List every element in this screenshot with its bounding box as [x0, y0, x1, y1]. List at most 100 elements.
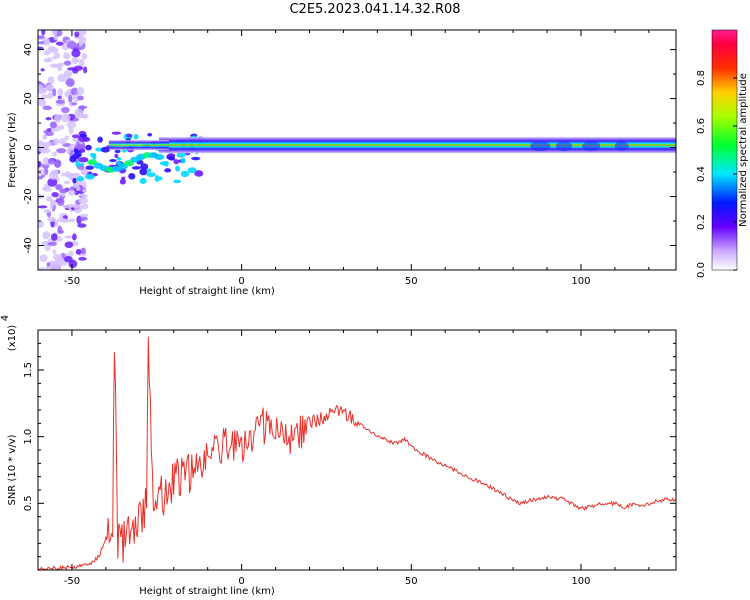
heatmap-cell — [582, 141, 601, 152]
heatmap-cell — [46, 262, 51, 267]
heatmap-cell — [52, 151, 57, 157]
heatmap-cell — [49, 63, 60, 68]
heatmap-cell — [41, 94, 48, 99]
heatmap-cell — [82, 180, 87, 189]
heatmap-cell — [147, 168, 152, 173]
heatmap-cell — [51, 55, 58, 60]
heatmap-cell — [85, 144, 92, 151]
heatmap-cell — [194, 170, 204, 177]
x-tick-label: -50 — [64, 276, 80, 287]
x-axis-label: Height of straight line (km) — [139, 586, 275, 597]
heatmap-cell — [164, 160, 169, 167]
heatmap-cell — [59, 188, 69, 194]
heatmap-cell — [61, 106, 70, 114]
x-tick-label: 50 — [405, 576, 418, 587]
heatmap-cell — [55, 184, 63, 190]
heatmap-cell — [43, 49, 51, 56]
heatmap-cell — [46, 57, 52, 61]
heatmap-cell — [154, 154, 165, 161]
heatmap-cell — [97, 136, 103, 143]
heatmap-cell — [54, 114, 62, 123]
heatmap-cell — [68, 250, 74, 257]
heatmap-cell — [614, 141, 629, 152]
y-axis-label: Frequency (Hz) — [7, 112, 18, 188]
heatmap-cell — [530, 141, 551, 152]
heatmap-cell — [77, 223, 87, 228]
heatmap-cell — [116, 156, 122, 161]
heatmap-cell — [52, 138, 60, 146]
heatmap-cell — [89, 153, 96, 158]
heatmap-cell — [80, 194, 89, 198]
colorbar-tick-label: 0.6 — [696, 118, 707, 134]
heatmap-cell — [147, 132, 153, 137]
colorbar: 0.0 0.2 0.4 0.6 0.8 Normalized spectral ampli… — [696, 29, 749, 278]
colorbar-frame — [711, 29, 738, 271]
heatmap-cell — [38, 267, 46, 270]
heatmap-cell — [51, 47, 59, 54]
heatmap-cell — [168, 156, 176, 161]
heatmap-cell — [38, 168, 45, 176]
heatmap-cell — [123, 160, 134, 167]
y-tick-label: 0.5 — [23, 495, 34, 511]
colorbar-tick-label: 0.8 — [696, 70, 707, 86]
heatmap-cell — [58, 125, 65, 130]
heatmap-cell — [50, 127, 61, 132]
heatmap-cell — [60, 113, 71, 123]
heatmap-cell — [41, 30, 46, 36]
heatmap-cell — [43, 130, 49, 134]
y-tick-label: 1.0 — [23, 429, 34, 445]
heatmap-cell — [66, 147, 71, 154]
heatmap-cell — [42, 187, 52, 192]
heatmap-cell — [47, 158, 55, 165]
heatmap-cell — [72, 233, 77, 241]
heatmap-cell — [47, 177, 58, 187]
heatmap-cell — [173, 159, 180, 165]
heatmap-cell — [78, 30, 87, 36]
heatmap-cell — [68, 94, 73, 103]
heatmap-cell — [47, 76, 55, 85]
heatmap-cell — [139, 168, 148, 176]
plot-area — [38, 330, 676, 570]
heatmap-cell — [78, 156, 89, 163]
heatmap-cell — [76, 86, 85, 96]
heatmap-cell — [38, 205, 48, 209]
heatmap-cell — [79, 213, 89, 218]
heatmap-cell — [43, 39, 51, 46]
y-tick-label: 1.5 — [23, 362, 34, 378]
heatmap-cell — [157, 176, 163, 181]
heatmap-cell — [62, 204, 69, 209]
y-tick-label: -40 — [23, 237, 34, 253]
y-tick-label: -20 — [23, 188, 34, 204]
heatmap-cell — [45, 117, 52, 121]
heatmap-cell — [140, 163, 149, 171]
heatmap-cell — [173, 179, 182, 184]
heatmap-cell — [52, 30, 58, 36]
heatmap-cell — [38, 176, 43, 180]
heatmap-cell — [71, 134, 80, 139]
heatmap-cell — [78, 61, 85, 67]
heatmap-cell — [49, 202, 54, 210]
heatmap-cell — [72, 177, 77, 184]
heatmap-cell — [38, 140, 45, 149]
heatmap-cell — [64, 241, 74, 249]
heatmap-cell — [57, 225, 63, 234]
heatmap-cell — [82, 136, 91, 142]
heatmap-cell — [191, 156, 201, 161]
heatmap-cell — [43, 166, 49, 176]
heatmap-cell — [54, 257, 62, 266]
heatmap-cell — [49, 121, 57, 129]
heatmap-cell — [42, 134, 48, 140]
heatmap-cell — [119, 178, 126, 185]
heatmap-cell — [64, 235, 73, 239]
heatmap-cell — [164, 168, 172, 173]
y-multiplier-exponent: 4 — [0, 315, 11, 321]
heatmap-cell — [46, 141, 53, 147]
heatmap-cell — [63, 60, 72, 66]
x-tick-label: -50 — [64, 576, 80, 587]
heatmap-cell — [64, 255, 73, 263]
heatmap-cell — [78, 256, 87, 261]
heatmap-cell — [74, 31, 80, 38]
colorbar-gradient — [712, 30, 737, 270]
heatmap-cell — [51, 191, 59, 198]
heatmap-cells — [38, 30, 676, 270]
